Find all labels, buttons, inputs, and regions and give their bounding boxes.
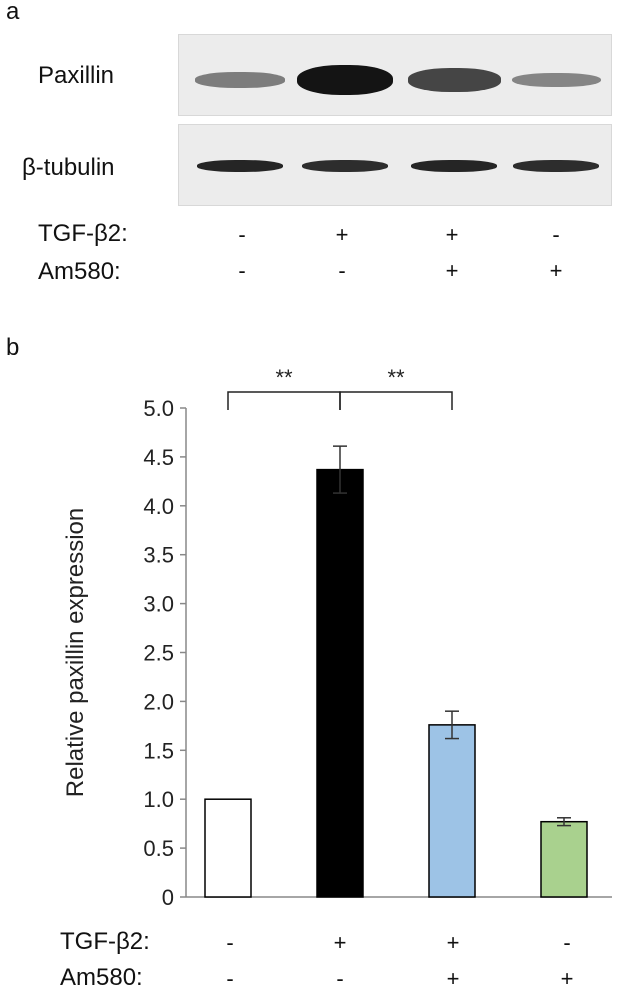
condition-value: + <box>445 258 459 283</box>
condition-value: + <box>549 258 563 283</box>
y-tick-label: 0 <box>162 885 174 910</box>
tubulin-band <box>411 160 497 172</box>
condition-value: - <box>226 930 234 955</box>
condition-value: + <box>446 930 460 955</box>
condition-value: - <box>338 258 346 283</box>
y-tick-label: 0.5 <box>143 836 174 861</box>
bar <box>204 798 252 898</box>
panel-a-label: a <box>6 0 20 25</box>
condition-value: + <box>446 966 460 991</box>
condition-value: + <box>333 930 347 955</box>
y-tick-label: 1.5 <box>143 738 174 763</box>
condition-label-am580-b: Am580: <box>60 964 143 991</box>
significance-bracket <box>227 391 341 410</box>
tubulin-band <box>513 160 599 172</box>
y-tick-label: 2.5 <box>143 641 174 666</box>
condition-value: - <box>552 222 560 247</box>
paxillin-band <box>297 65 393 95</box>
condition-value: + <box>560 966 574 991</box>
condition-value: - <box>238 222 246 247</box>
blot-label-tubulin: β-tubulin <box>22 154 115 181</box>
y-tick-label: 3.5 <box>143 543 174 568</box>
condition-value: - <box>238 258 246 283</box>
panel-b-label: b <box>6 334 20 361</box>
paxillin-band <box>195 72 285 88</box>
condition-value: - <box>563 930 571 955</box>
y-tick-label: 5.0 <box>143 396 174 421</box>
bar <box>316 468 364 898</box>
condition-value: + <box>445 222 459 247</box>
significance-label: ** <box>275 365 293 390</box>
condition-value: - <box>226 966 234 991</box>
significance-label: ** <box>387 365 405 390</box>
significance-bracket <box>339 391 453 410</box>
y-tick-label: 3.0 <box>143 592 174 617</box>
bar <box>540 820 588 898</box>
y-tick-label: 2.0 <box>143 689 174 714</box>
tubulin-band <box>197 160 283 172</box>
condition-label-am580-a: Am580: <box>38 258 121 285</box>
condition-label-tgf-a: TGF-β2: <box>38 220 128 247</box>
bar <box>428 724 476 898</box>
condition-label-tgf-b: TGF-β2: <box>60 928 150 955</box>
y-tick-label: 4.0 <box>143 494 174 519</box>
y-tick-label: 4.5 <box>143 445 174 470</box>
blot-label-paxillin: Paxillin <box>38 62 115 89</box>
paxillin-band <box>511 72 601 88</box>
condition-value: + <box>335 222 349 247</box>
condition-value: - <box>336 966 344 991</box>
y-axis-title: Relative paxillin expression <box>62 508 89 797</box>
tubulin-band <box>302 160 388 172</box>
paxillin-band <box>407 68 501 92</box>
y-tick-label: 1.0 <box>143 787 174 812</box>
